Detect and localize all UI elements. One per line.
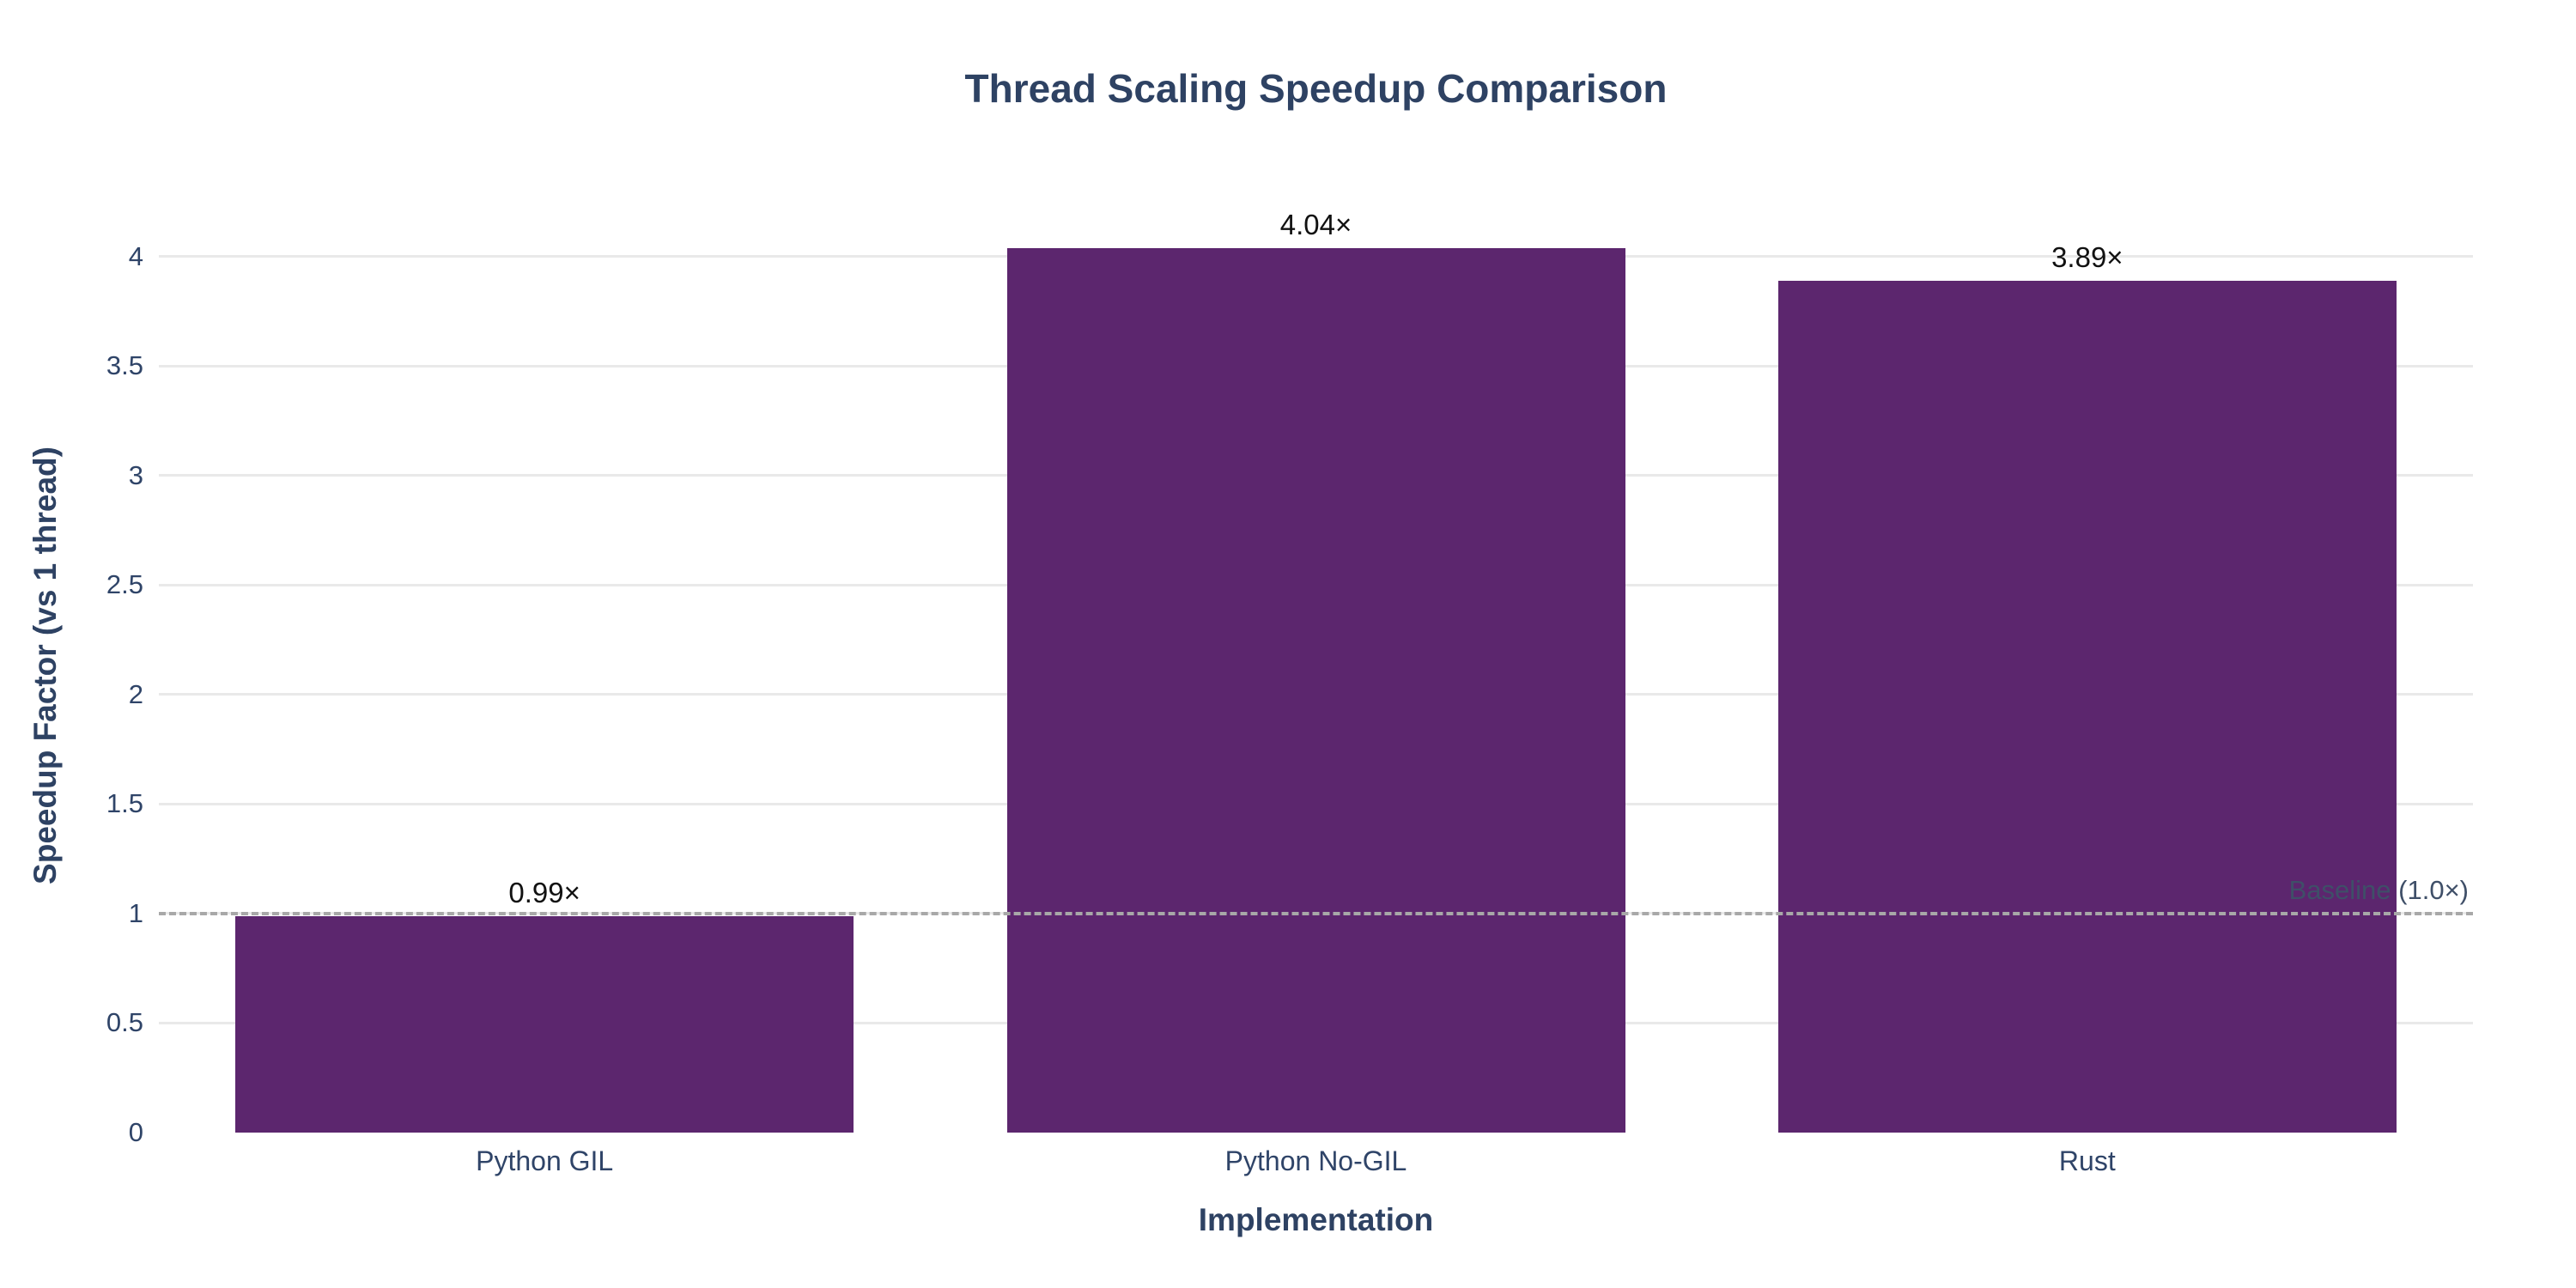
baseline-label: Baseline (1.0×)	[2288, 874, 2469, 905]
x-tick-label-rust: Rust	[2058, 1145, 2116, 1176]
y-tick-label: 1.5	[106, 788, 143, 819]
bar-rust	[1777, 280, 2397, 1133]
x-axis-title: Implementation	[1198, 1202, 1434, 1237]
bar-value-label: 0.99×	[508, 876, 580, 908]
bar-python-gil	[235, 915, 854, 1133]
x-tick-label-python-gil: Python GIL	[476, 1145, 614, 1176]
y-tick-label: 2	[128, 678, 143, 709]
y-tick-label: 3	[128, 459, 143, 490]
y-tick-label: 3.5	[106, 350, 143, 381]
x-tick-label-python-no-gil: Python No-GIL	[1224, 1145, 1407, 1176]
y-tick-label: 4	[128, 240, 143, 271]
y-axis-title: Speedup Factor (vs 1 thread)	[7, 197, 84, 1133]
plot-area: 0 0.5 1 1.5 2 2.5 3 3.5 4 0.99× Python GIL 4.04× Pyt…	[106, 197, 2473, 1176]
y-tick-label: 0	[128, 1117, 143, 1147]
y-tick-label: 2.5	[106, 569, 143, 600]
y-tick-label: 0.5	[106, 1007, 143, 1038]
chart-title: Thread Scaling Speedup Comparison	[964, 66, 1668, 111]
bar-value-label: 4.04×	[1279, 208, 1352, 240]
y-tick-label: 1	[128, 897, 143, 928]
baseline-line	[159, 911, 2473, 915]
bar-python-no-gil	[1006, 247, 1625, 1133]
bar-value-label: 3.89×	[2051, 240, 2123, 273]
